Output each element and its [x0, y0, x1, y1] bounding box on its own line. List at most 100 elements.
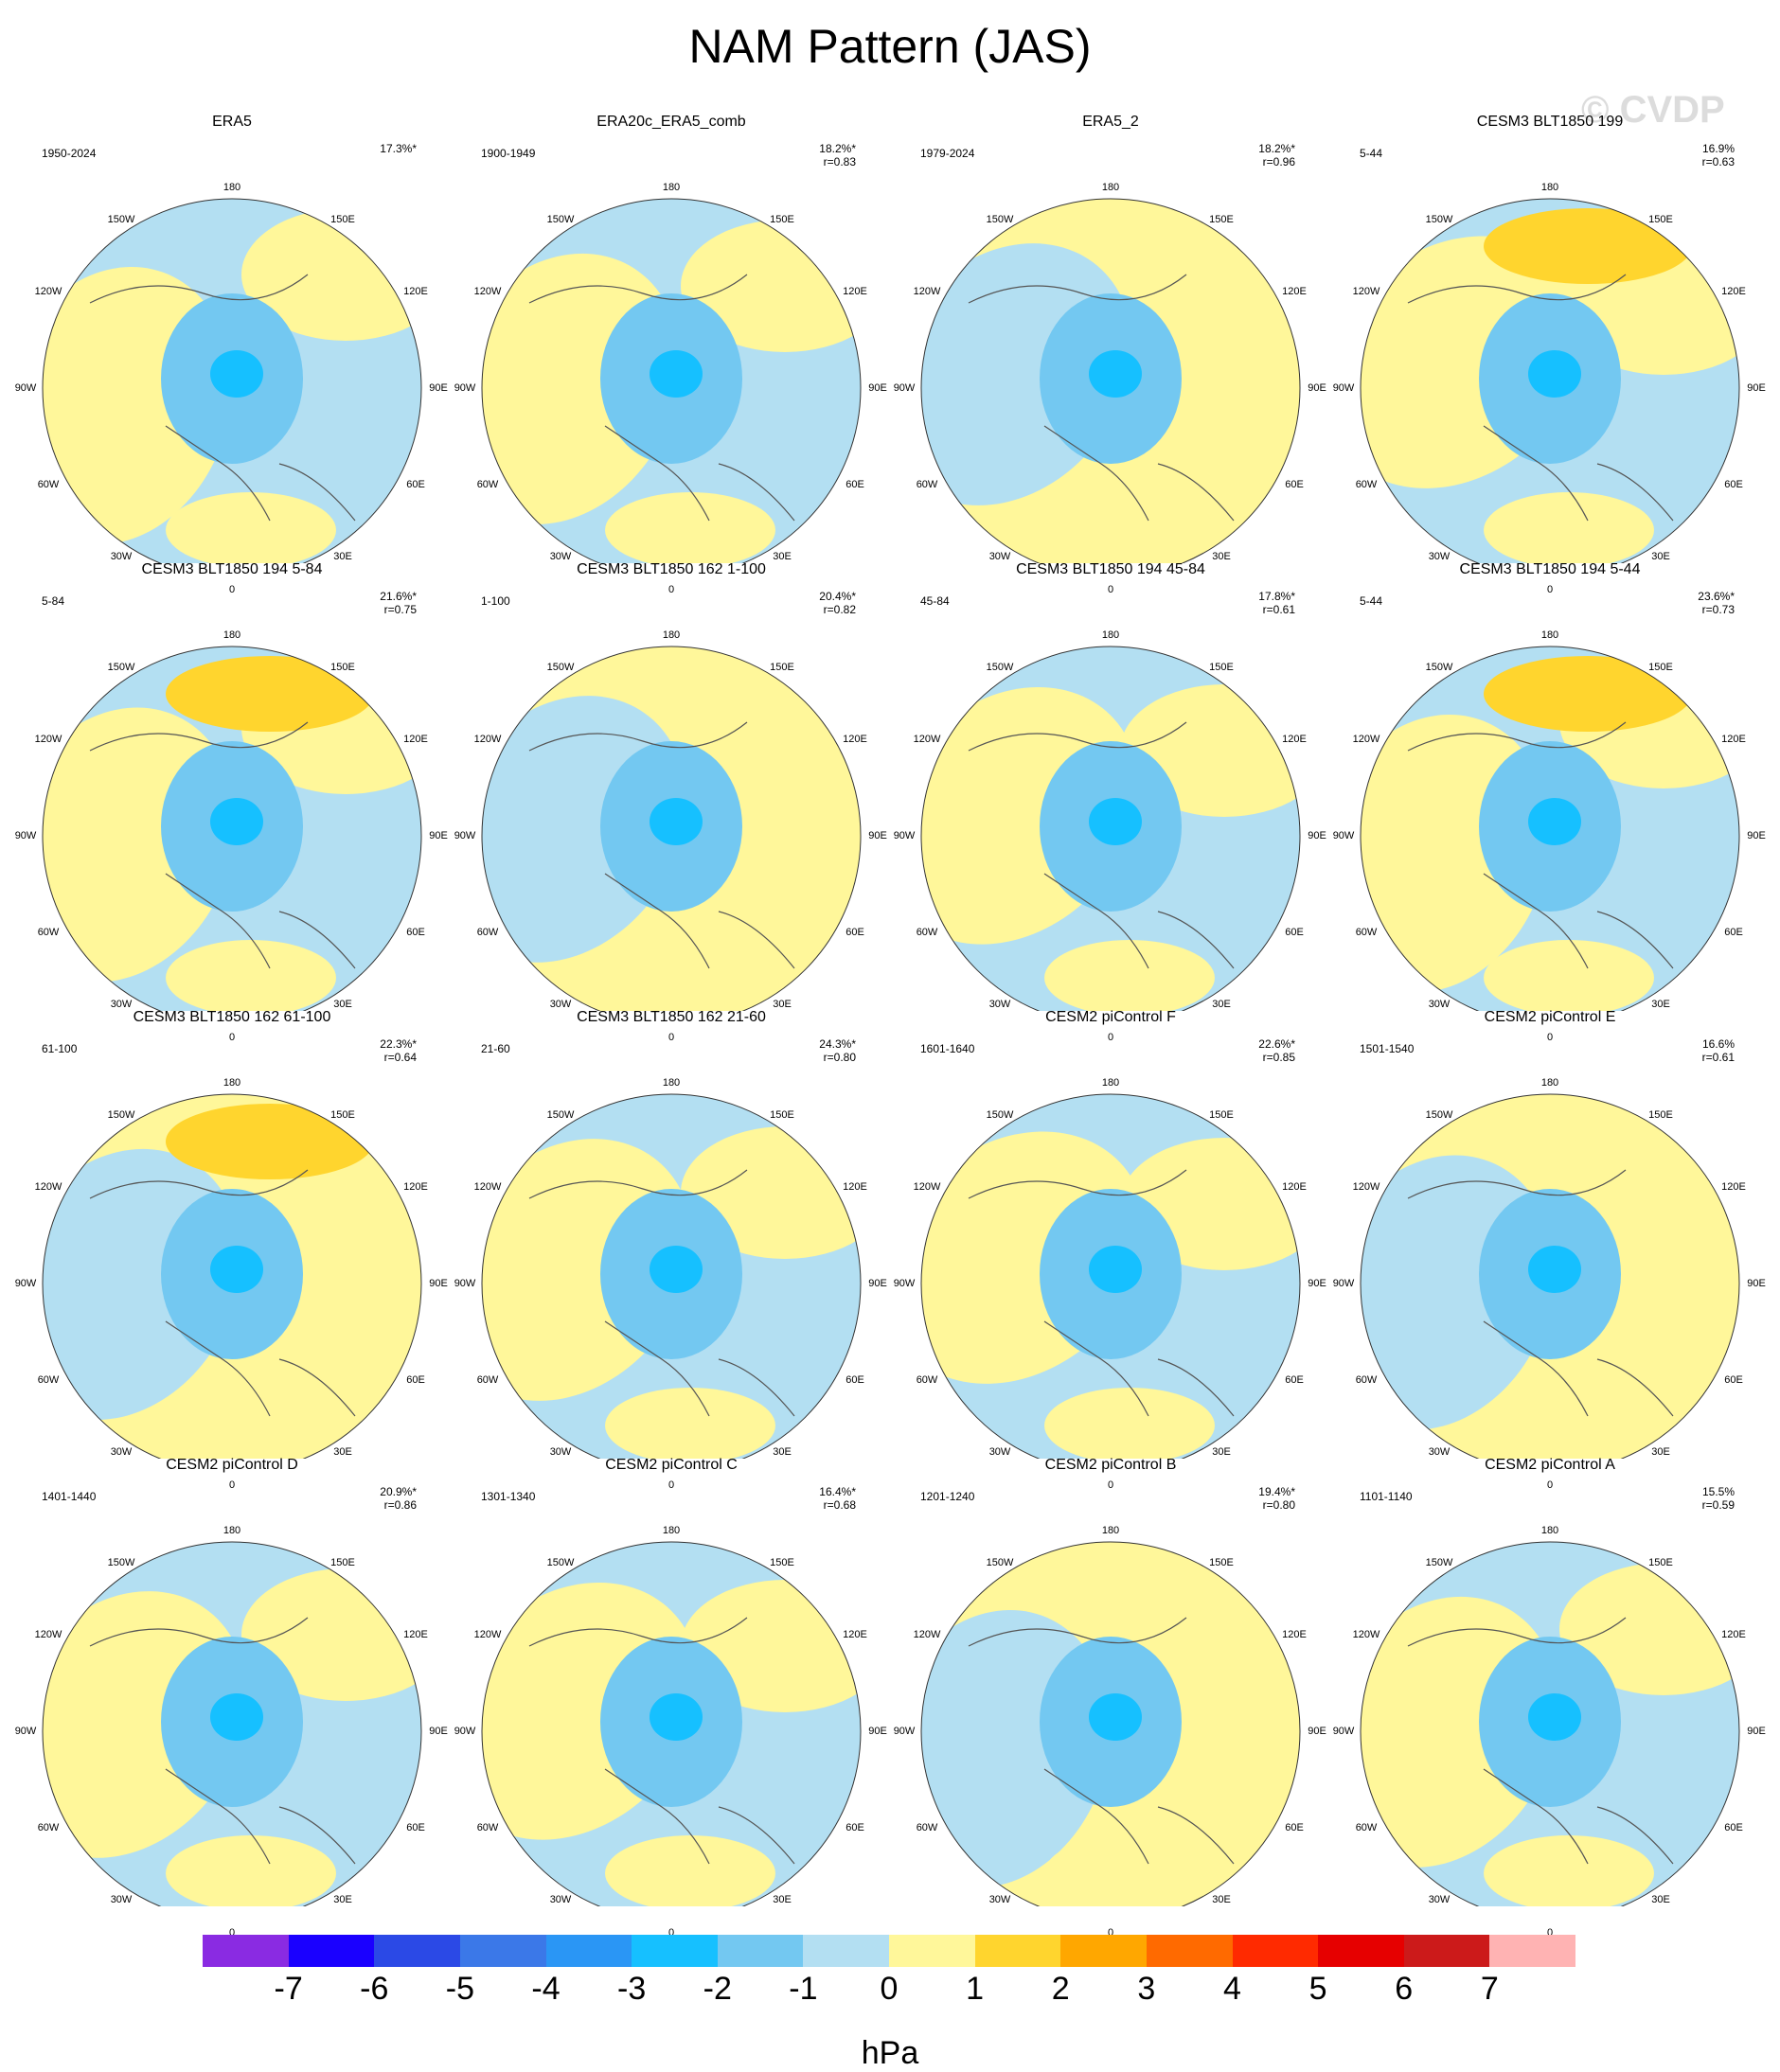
core-negative-region: [650, 350, 703, 398]
map-border: [1360, 1541, 1740, 1906]
longitude-label: 180: [1540, 629, 1559, 641]
longitude-label: 120W: [34, 286, 62, 297]
panel-pct-value: 16.9%: [1701, 142, 1735, 155]
longitude-label: 90E: [1308, 830, 1326, 841]
longitude-label: 30W: [1428, 1446, 1451, 1458]
longitude-label: 150W: [986, 214, 1014, 225]
positive-anomaly-region: [1044, 940, 1215, 1011]
longitude-label: 60E: [406, 1374, 425, 1386]
panel-variance: 20.4%* r=0.82: [819, 590, 856, 616]
map-panel: CESM3 BLT1850 199 5-44 16.9% r=0.63 180 0 150W…: [1327, 114, 1772, 595]
longitude-label: 60W: [476, 1374, 499, 1386]
core-negative-region: [210, 1693, 263, 1741]
longitude-label: 90E: [1308, 382, 1326, 394]
longitude-label: 30W: [549, 999, 572, 1010]
longitude-label: 30E: [1651, 551, 1670, 562]
panel-pct-value: 17.3%*: [380, 142, 417, 155]
longitude-label: 150W: [107, 1557, 135, 1568]
longitude-label: 30E: [773, 999, 792, 1010]
longitude-label: 60W: [1355, 1822, 1378, 1833]
colorbar: [203, 1935, 1575, 1967]
panel-pct-value: 22.6%*: [1258, 1037, 1295, 1051]
longitude-label: 180: [1101, 1077, 1120, 1089]
coastline: [968, 274, 1235, 522]
panel-title: CESM2 piControl A: [1485, 1457, 1615, 1473]
positive-anomaly-region: [605, 1835, 775, 1906]
positive-anomaly-region: [1044, 492, 1215, 563]
longitude-label: 60E: [1724, 927, 1743, 938]
longitude-label: 30W: [110, 1446, 133, 1458]
longitude-label: 30W: [549, 1894, 572, 1905]
map-border: [42, 1541, 422, 1906]
panel-r-value: r=0.61: [1262, 603, 1295, 616]
panel-r-value: r=0.96: [1262, 155, 1295, 168]
longitude-label: 150W: [986, 1557, 1014, 1568]
longitude-label: 0: [228, 1479, 236, 1491]
longitude-label: 150E: [1209, 662, 1234, 673]
longitude-label: 120E: [1721, 1629, 1746, 1640]
longitude-label: 150W: [1425, 662, 1453, 673]
panel-pct-value: 16.4%*: [819, 1485, 856, 1498]
longitude-label: 90W: [14, 1278, 37, 1289]
panel-years: 1201-1240: [920, 1490, 975, 1503]
longitude-label: 180: [1540, 1525, 1559, 1536]
longitude-label: 30E: [333, 551, 352, 562]
colorbar-tick-label: -6: [360, 1971, 389, 2007]
panel-r-value: r=0.75: [383, 603, 417, 616]
longitude-label: 150W: [546, 214, 575, 225]
longitude-label: 0: [1546, 1927, 1554, 1939]
positive-anomaly-region: [1484, 1388, 1654, 1459]
longitude-label: 120W: [34, 1629, 62, 1640]
longitude-label: 120W: [1352, 734, 1380, 745]
core-negative-region: [210, 1246, 263, 1293]
coastline: [528, 721, 795, 969]
longitude-label: 90E: [868, 1726, 887, 1737]
positive-anomaly-region: [1484, 492, 1654, 563]
core-negative-region: [210, 350, 263, 398]
panel-variance: 20.9%* r=0.86: [380, 1485, 417, 1512]
longitude-label: 120W: [1352, 1629, 1380, 1640]
positive-anomaly-region: [605, 940, 775, 1011]
longitude-label: 120E: [403, 1629, 428, 1640]
panel-pct-value: 18.2%*: [819, 142, 856, 155]
longitude-label: 90E: [429, 382, 448, 394]
longitude-label: 90W: [893, 1726, 916, 1737]
longitude-label: 30E: [773, 551, 792, 562]
colorbar-tick-label: 5: [1308, 1971, 1327, 2007]
panel-title: CESM3 BLT1850 162 61-100: [133, 1009, 331, 1025]
longitude-label: 180: [222, 1525, 241, 1536]
longitude-label: 60W: [1355, 479, 1378, 490]
panel-years: 45-84: [920, 594, 950, 608]
coastline: [528, 274, 795, 522]
longitude-label: 120W: [34, 1181, 62, 1193]
panel-variance: 21.6%* r=0.75: [380, 590, 417, 616]
longitude-label: 90E: [1308, 1726, 1326, 1737]
map-panel: CESM2 piControl D 1401-1440 20.9%* r=0.86 18…: [9, 1457, 454, 1939]
longitude-label: 60W: [1355, 1374, 1378, 1386]
longitude-label: 0: [228, 584, 236, 595]
core-negative-region: [650, 1693, 703, 1741]
panel-variance: 22.6%* r=0.85: [1258, 1037, 1295, 1064]
longitude-label: 180: [1540, 182, 1559, 193]
longitude-label: 30E: [333, 1446, 352, 1458]
longitude-label: 90E: [1308, 1278, 1326, 1289]
map-border: [42, 198, 422, 563]
longitude-label: 120E: [843, 1181, 867, 1193]
core-negative-region: [1528, 1693, 1581, 1741]
panel-years: 5-84: [42, 594, 65, 608]
core-negative-region: [1528, 1246, 1581, 1293]
panel-pct-value: 21.6%*: [380, 590, 417, 603]
panel-variance: 15.5% r=0.59: [1702, 1485, 1735, 1512]
polar-map: [920, 646, 1301, 1011]
longitude-label: 30W: [110, 551, 133, 562]
longitude-label: 30W: [988, 551, 1011, 562]
colorbar-swatch: [632, 1935, 718, 1967]
longitude-label: 60W: [37, 1822, 60, 1833]
longitude-label: 60E: [1285, 1822, 1304, 1833]
longitude-label: 90W: [893, 382, 916, 394]
longitude-label: 60E: [406, 927, 425, 938]
panel-variance: 23.6%* r=0.73: [1698, 590, 1735, 616]
panel-variance: 16.4%* r=0.68: [819, 1485, 856, 1512]
colorbar-swatch: [889, 1935, 975, 1967]
longitude-label: 30E: [1651, 1894, 1670, 1905]
